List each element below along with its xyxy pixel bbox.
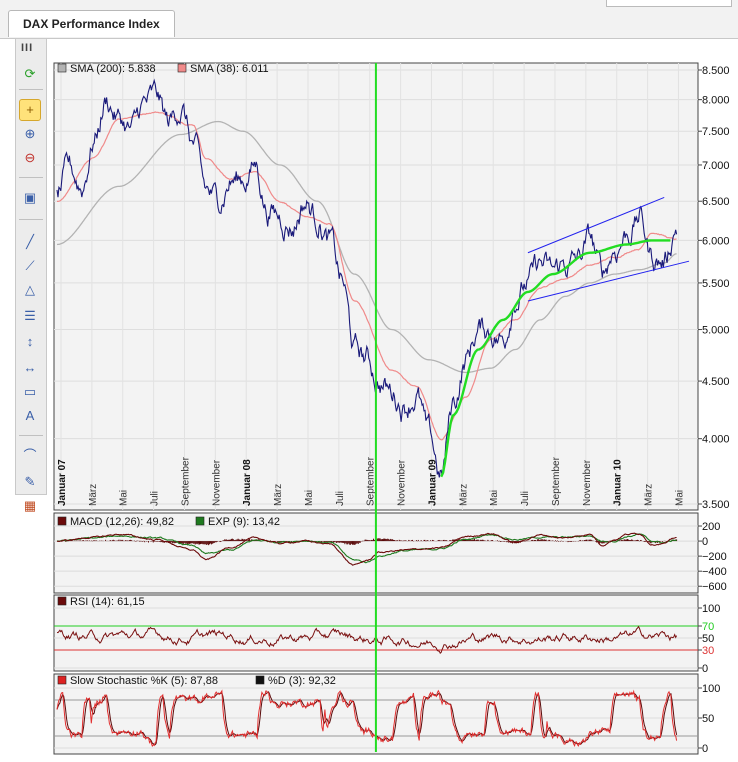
panel-axis-label: −200 xyxy=(702,551,727,563)
legend-swatch xyxy=(57,63,67,73)
month-label: Mai xyxy=(119,490,130,506)
legend-swatch xyxy=(57,516,67,526)
toolbar-separator xyxy=(19,219,43,220)
panel-axis-label: 100 xyxy=(702,603,720,615)
triangle-tool-icon[interactable]: △ xyxy=(25,282,35,297)
ray-tool-icon[interactable]: ⟋ xyxy=(25,258,35,273)
month-label: November xyxy=(582,459,593,506)
panel-axis-label: 0 xyxy=(702,663,708,675)
window-controls-stub xyxy=(606,0,732,7)
refresh-icon[interactable]: ⟳ xyxy=(24,66,36,81)
month-label: September xyxy=(180,456,191,506)
month-label: September xyxy=(551,456,562,506)
color-palette-icon[interactable]: ▦ xyxy=(23,498,37,513)
month-label: September xyxy=(366,456,377,506)
month-label: November xyxy=(211,459,222,506)
price-axis-label: 4.500 xyxy=(702,376,730,388)
tab-dax-performance-index[interactable]: DAX Performance Index xyxy=(8,10,175,37)
price-axis-label: 3.500 xyxy=(702,499,730,511)
month-label: März xyxy=(644,484,655,506)
month-label: Mai xyxy=(674,490,685,506)
legend-swatch xyxy=(57,675,67,685)
panel-axis-label: 70 xyxy=(702,621,714,633)
month-label: November xyxy=(397,459,408,506)
zoom-in-icon[interactable]: ⊕ xyxy=(24,126,36,141)
month-label: Januar 07 xyxy=(57,459,68,506)
price-axis-label: 8.000 xyxy=(702,95,730,107)
trend-curve[interactable] xyxy=(440,239,671,478)
channel-lower-line[interactable] xyxy=(527,260,690,302)
fibonacci-tool-icon[interactable]: ☰ xyxy=(24,308,36,323)
month-label: März xyxy=(88,484,99,506)
panel-axis-label: 200 xyxy=(702,521,720,533)
panel-axis-label: −600 xyxy=(702,581,727,593)
tab-bar: DAX Performance Index xyxy=(0,0,738,39)
panel-axis-label: 0 xyxy=(702,536,708,548)
legend-label: RSI (14): 61,15 xyxy=(70,596,145,608)
horizontal-line-icon[interactable]: ↔ xyxy=(23,360,37,375)
month-label: Juli xyxy=(520,491,531,506)
line-tool-icon[interactable]: ╱ xyxy=(26,234,34,249)
month-label: Juli xyxy=(150,491,161,506)
stochastic-k-line xyxy=(56,689,678,748)
toolbar-grip[interactable]: III xyxy=(21,42,34,54)
panel-axis-label: 50 xyxy=(702,713,714,725)
legend-label: SMA (200): 5.838 xyxy=(70,63,156,75)
legend-swatch xyxy=(177,63,187,73)
price-axis-label: 4.000 xyxy=(702,434,730,446)
rsi-line xyxy=(56,625,678,655)
monitor-icon[interactable]: ▣ xyxy=(23,190,37,205)
channel-upper-line[interactable] xyxy=(527,197,665,254)
panel-axis-label: 50 xyxy=(702,633,714,645)
month-label: März xyxy=(458,484,469,506)
legend-swatch xyxy=(255,675,265,685)
legend-label: EXP (9): 13,42 xyxy=(208,516,280,528)
zoom-out-icon[interactable]: ⊖ xyxy=(24,150,36,165)
legend-label: %D (3): 92,32 xyxy=(268,675,336,687)
price-axis-label: 6.000 xyxy=(702,235,730,247)
panel-axis-label: 0 xyxy=(702,743,708,755)
month-label: Mai xyxy=(489,490,500,506)
price-axis-label: 8.500 xyxy=(702,65,730,77)
macd-line xyxy=(56,532,677,566)
price-axis-label: 7.500 xyxy=(702,126,730,138)
month-label: Januar 09 xyxy=(427,459,438,506)
month-label: Januar 10 xyxy=(613,459,624,506)
pencil-tool-icon[interactable]: ✎ xyxy=(24,474,36,489)
legend-label: SMA (38): 6.011 xyxy=(190,63,269,75)
price-axis-label: 5.500 xyxy=(702,278,730,290)
legend-swatch xyxy=(195,516,205,526)
legend-label: MACD (12,26): 49,82 xyxy=(70,516,174,528)
month-label: Juli xyxy=(335,491,346,506)
month-label: Mai xyxy=(304,490,315,506)
crosshair-icon[interactable]: + xyxy=(19,99,41,121)
sma-200-line xyxy=(56,120,677,374)
sma-38-line xyxy=(57,111,677,441)
toolbar-separator xyxy=(19,177,43,178)
toolbar-separator xyxy=(19,89,43,90)
month-label: März xyxy=(273,484,284,506)
drawing-toolbar: III ⟳ + ⊕ ⊖ ▣ ╱ ⟋ △ ☰ ↕ ↔ ▭ A ⌒ ✎ ▦ xyxy=(15,38,47,513)
dax-price-line xyxy=(56,78,678,478)
legend-label: Slow Stochastic %K (5): 87,88 xyxy=(70,675,218,687)
vertical-line-icon[interactable]: ↕ xyxy=(26,334,34,349)
panel-axis-label: −400 xyxy=(702,566,727,578)
legend-swatch xyxy=(57,596,67,606)
price-axis-label: 7.000 xyxy=(702,160,730,172)
price-axis-label: 6.500 xyxy=(702,196,730,208)
rectangle-tool-icon[interactable]: ▭ xyxy=(23,384,37,399)
panel-axis-label: 30 xyxy=(702,645,714,657)
toolbar-separator xyxy=(19,435,43,436)
panel-axis-label: 100 xyxy=(702,683,720,695)
arc-tool-icon[interactable]: ⌒ xyxy=(23,448,37,463)
price-axis-label: 5.000 xyxy=(702,325,730,337)
month-label: Januar 08 xyxy=(242,459,253,506)
text-tool-icon[interactable]: A xyxy=(25,408,35,423)
